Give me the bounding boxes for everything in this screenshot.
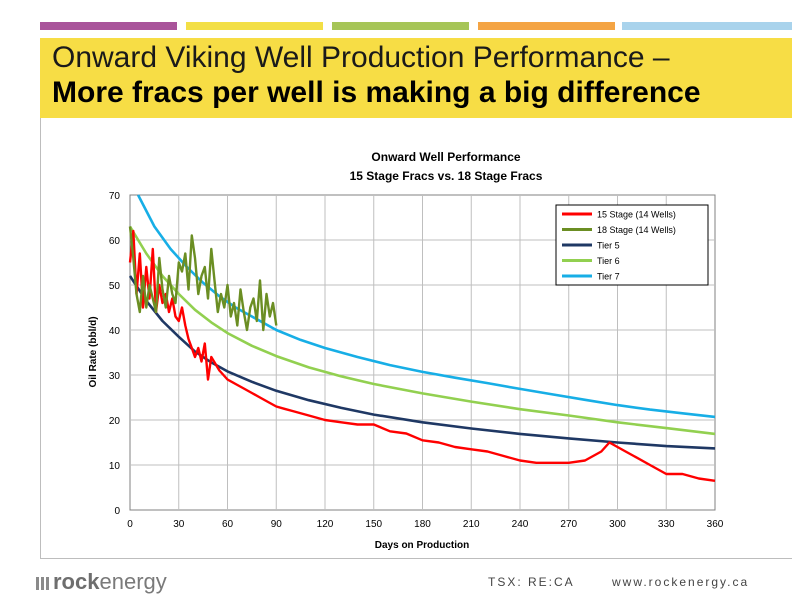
series-line-2 <box>128 275 716 450</box>
x-tick-label: 300 <box>609 519 626 530</box>
legend-entry: 18 Stage (14 Wells) <box>597 225 676 235</box>
logo-text-rock: rock <box>53 569 100 594</box>
y-tick-label: 10 <box>109 461 121 472</box>
x-tick-label: 270 <box>560 519 577 530</box>
stock-ticker: TSX: RE:CA <box>488 575 575 589</box>
x-tick-label: 330 <box>658 519 675 530</box>
content-frame-left <box>40 118 41 558</box>
top-color-bar-3 <box>332 22 469 30</box>
logo-text-energy: energy <box>99 569 167 594</box>
legend-entry: Tier 7 <box>597 272 620 282</box>
x-tick-label: 180 <box>414 519 431 530</box>
x-tick-label: 0 <box>127 519 133 530</box>
y-tick-label: 60 <box>109 236 121 247</box>
x-tick-label: 150 <box>365 519 382 530</box>
x-tick-label: 210 <box>463 519 480 530</box>
x-tick-label: 120 <box>317 519 334 530</box>
x-tick-label: 240 <box>512 519 529 530</box>
website-url[interactable]: www.rockenergy.ca <box>612 575 750 589</box>
y-tick-label: 40 <box>109 326 121 337</box>
top-color-bar-4 <box>478 22 615 30</box>
content-frame-bottom <box>40 558 792 559</box>
x-tick-label: 60 <box>222 519 234 530</box>
top-color-bar-1 <box>40 22 177 30</box>
y-tick-label: 20 <box>109 416 121 427</box>
series-line-1 <box>128 226 278 332</box>
top-color-bar-2 <box>186 22 323 30</box>
slide-title-box: Onward Viking Well Production Performanc… <box>40 38 792 118</box>
company-logo: rockenergy <box>36 569 167 595</box>
y-tick-label: 50 <box>109 281 121 292</box>
chart-title: Onward Well Performance <box>371 150 520 164</box>
legend-entry: 15 Stage (14 Wells) <box>597 210 676 220</box>
logo-mark-icon <box>36 577 49 590</box>
x-tick-label: 90 <box>271 519 283 530</box>
x-tick-label: 30 <box>173 519 185 530</box>
series-line-3 <box>128 225 716 436</box>
y-tick-label: 70 <box>109 191 121 202</box>
slide-subtitle: More fracs per well is making a big diff… <box>52 76 701 109</box>
top-color-bar-5 <box>622 22 792 30</box>
x-axis-label: Days on Production <box>375 540 469 551</box>
x-tick-label: 360 <box>707 519 724 530</box>
legend-entry: Tier 5 <box>597 241 620 251</box>
slide-title: Onward Viking Well Production Performanc… <box>52 41 670 74</box>
legend-entry: Tier 6 <box>597 256 620 266</box>
y-tick-label: 30 <box>109 371 121 382</box>
y-axis-label: Oil Rate (bbl/d) <box>88 316 99 387</box>
chart-subtitle: 15 Stage Fracs vs. 18 Stage Fracs <box>350 169 543 183</box>
y-tick-label: 0 <box>114 506 120 517</box>
